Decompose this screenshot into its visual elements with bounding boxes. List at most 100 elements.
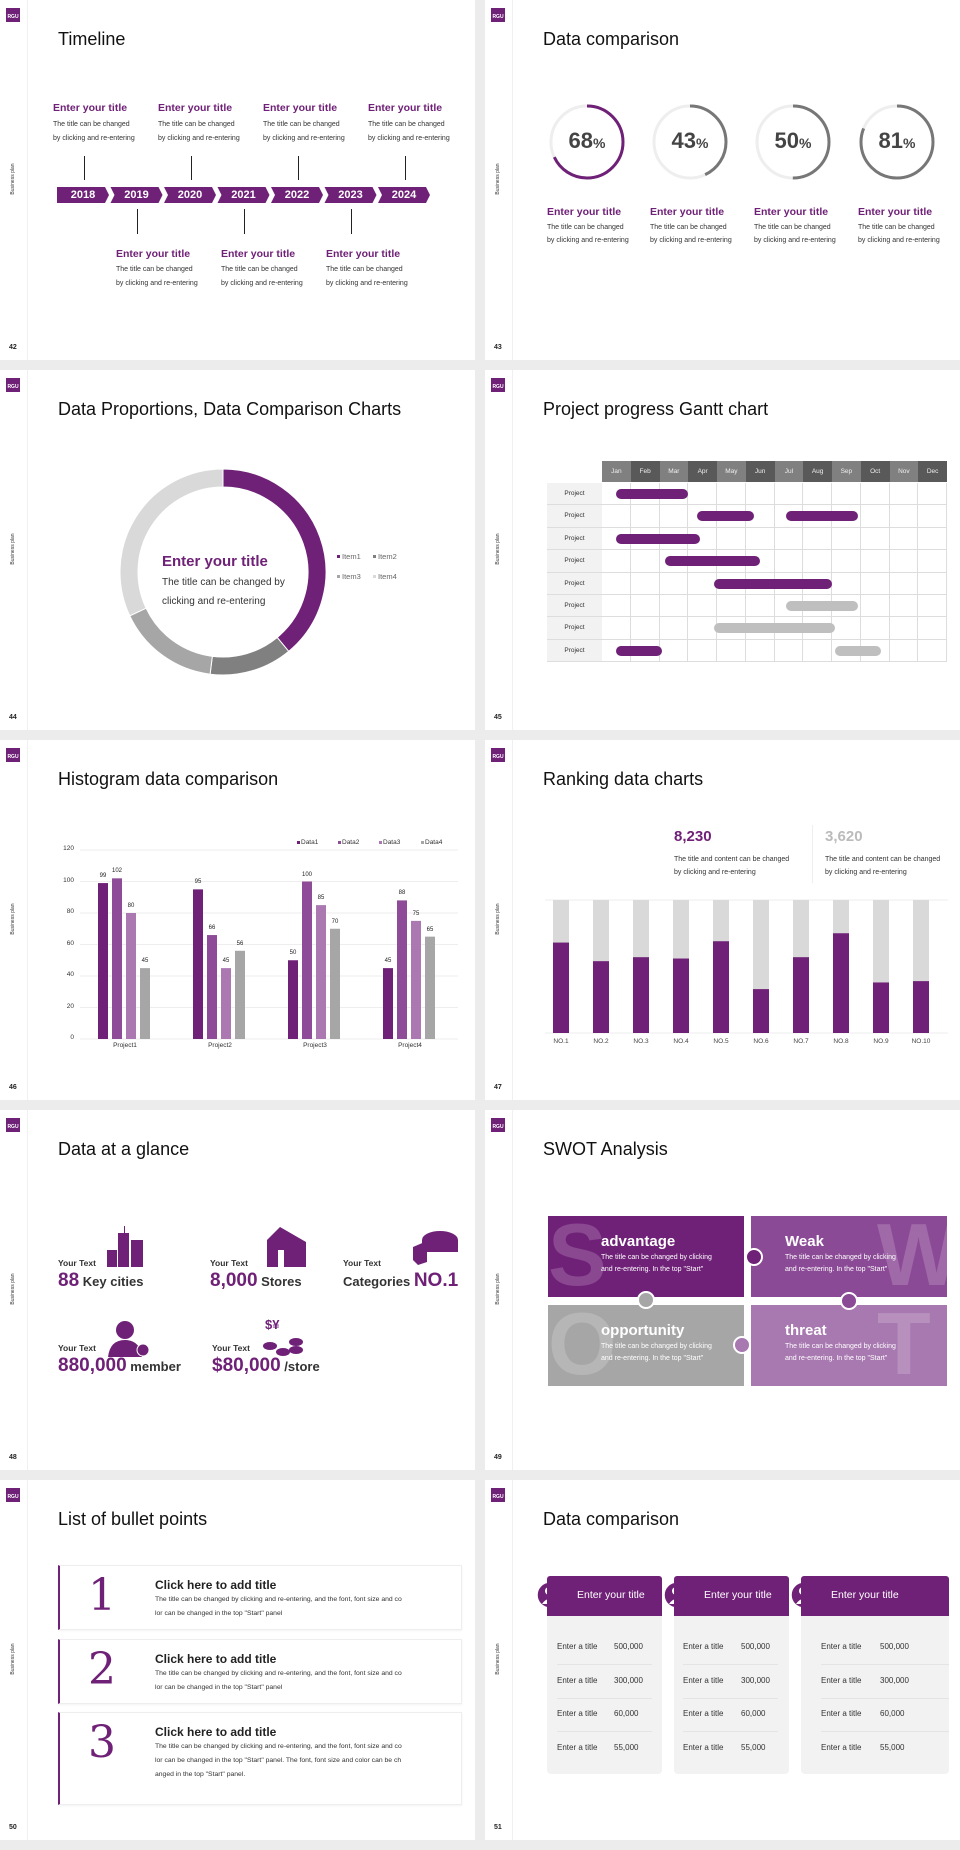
legend-label: Data1 (301, 839, 319, 846)
bar-value-label: 45 (384, 958, 392, 965)
card-header[interactable] (801, 1576, 949, 1616)
slide-50[interactable]: RGU Business plan 50 List of bullet points 1… (0, 1480, 475, 1840)
ring-title: Enter your title (754, 206, 829, 218)
timeline-item-desc: The title can be changed (158, 121, 235, 128)
gantt-bar-active[interactable] (616, 533, 700, 544)
slide-44[interactable]: RGU Business plan 44 Data Proportions, Data… (0, 370, 475, 730)
legend-label: Item4 (378, 572, 397, 581)
row-label: Enter a title (557, 1709, 598, 1719)
plus-circle (136, 1343, 150, 1357)
gantt-cell (602, 595, 631, 618)
legend-label: Item1 (342, 552, 361, 561)
stat-line: $80,000 /store (212, 1355, 320, 1377)
gantt-bar-active[interactable] (616, 645, 663, 656)
gantt-bar-pending[interactable] (714, 623, 835, 634)
card-body (674, 1616, 789, 1774)
card-header[interactable] (547, 1576, 662, 1616)
connector-line (84, 156, 85, 180)
bullet-title: Click here to add title (155, 1725, 277, 1739)
slide-sidebar (0, 1480, 28, 1840)
ring-progress (755, 104, 831, 180)
year-segment (57, 187, 109, 203)
store-door (278, 1250, 284, 1267)
bar-value (753, 989, 769, 1033)
legend-label: Data4 (425, 839, 443, 846)
swot-title: advantage (601, 1233, 676, 1250)
stat-value: 3,620 (825, 828, 863, 845)
bar-value-label: 95 (194, 879, 202, 886)
bar-value-label: 66 (208, 925, 216, 932)
antenna (124, 1226, 125, 1234)
histogram-chart (80, 849, 458, 1040)
gantt-cell (745, 595, 775, 618)
slide-51[interactable]: RGU Business plan 51 Data comparison Enter y… (485, 1480, 960, 1840)
gantt-cell (803, 527, 832, 551)
gantt-cell (630, 550, 660, 573)
bullet-box[interactable]: 3 Click here to add title The title can be… (58, 1712, 462, 1805)
bar-data4-project1 (140, 968, 150, 1039)
row-label: Enter a title (557, 1642, 598, 1651)
month-header: Jan (602, 461, 631, 482)
bullet-box[interactable]: 1 Click here to add title The title can be… (58, 1565, 462, 1630)
bar-value (593, 961, 609, 1033)
gantt-cell (860, 617, 890, 640)
bar-value-label: 80 (127, 903, 135, 909)
bullet-desc: lor can be changed in the top "Start" pa… (155, 1610, 283, 1617)
bar-value-label: 88 (398, 890, 406, 897)
glance-icons (107, 1226, 458, 1357)
gantt-bar-active[interactable] (616, 489, 689, 499)
row-label: Enter a title (557, 1675, 598, 1685)
slide-47[interactable]: RGU Business plan 47 Ranking data charts 8,2… (485, 740, 960, 1100)
slide-title: Data comparison (543, 29, 680, 49)
bullet-number: 3 (88, 1717, 116, 1768)
coin (263, 1342, 277, 1350)
gantt-bar-pending[interactable] (834, 645, 881, 656)
gantt-cell (630, 617, 660, 640)
card-title: Enter your title (704, 1589, 772, 1601)
timeline-item-title: Enter your title (158, 102, 233, 114)
coin (289, 1338, 303, 1346)
slide-46[interactable]: RGU Business plan 46 Histogram data compari… (0, 740, 475, 1100)
legend-item: Data4 (421, 839, 442, 846)
stat-number: $80,000 (212, 1355, 281, 1376)
bullet-box[interactable]: 2 Click here to add title The title can be… (58, 1639, 462, 1704)
slide-sidebar (485, 1480, 513, 1840)
slide-sidebar (485, 740, 513, 1100)
swot-title: opportunity (601, 1322, 685, 1339)
ring-value: 81 (878, 128, 904, 153)
y-tick-label: 120 (63, 845, 74, 852)
gantt-cell (602, 550, 631, 573)
legend-swatch (337, 575, 340, 578)
slide-48[interactable]: RGU Business plan 48 Data at a glance Your T… (0, 1110, 475, 1470)
side-label: Business plan (10, 1643, 16, 1675)
gantt-bar-pending[interactable] (786, 601, 858, 611)
logo-text: RGU (492, 1494, 504, 1500)
logo-text: RGU (492, 384, 504, 390)
gantt-bar-active[interactable] (665, 556, 761, 567)
slide-title: SWOT Analysis (543, 1139, 668, 1159)
card-header[interactable] (674, 1576, 789, 1616)
gantt-bar-active[interactable] (696, 511, 755, 522)
slide-45[interactable]: RGU Business plan 45 Project progress Gantt… (485, 370, 960, 730)
pie-slice (413, 1241, 427, 1265)
stat-line: 88 Key cities (58, 1270, 143, 1292)
slide-title: Histogram data comparison (58, 769, 279, 789)
ring-progress (549, 104, 625, 180)
swot-tile-w[interactable]: W Weak The title can be changed by clickin… (751, 1216, 947, 1297)
slide-43[interactable]: RGU Business plan 43 Data comparison 68% Ente… (485, 0, 960, 360)
donut-chart (119, 468, 327, 676)
slide-42[interactable]: RGU Business plan 42 Timeline Enter your tit… (0, 0, 475, 360)
gantt-cell (659, 505, 689, 528)
gantt-bar-active[interactable] (786, 511, 858, 522)
gantt-bar-active[interactable] (714, 578, 832, 589)
legend-label: Item3 (342, 572, 361, 581)
gantt-cell (602, 617, 631, 640)
timeline-item-title: Enter your title (221, 248, 296, 260)
month-header: Mar (659, 461, 689, 482)
swot-watermark-letter: O (548, 1305, 617, 1386)
connector-line (244, 209, 245, 234)
